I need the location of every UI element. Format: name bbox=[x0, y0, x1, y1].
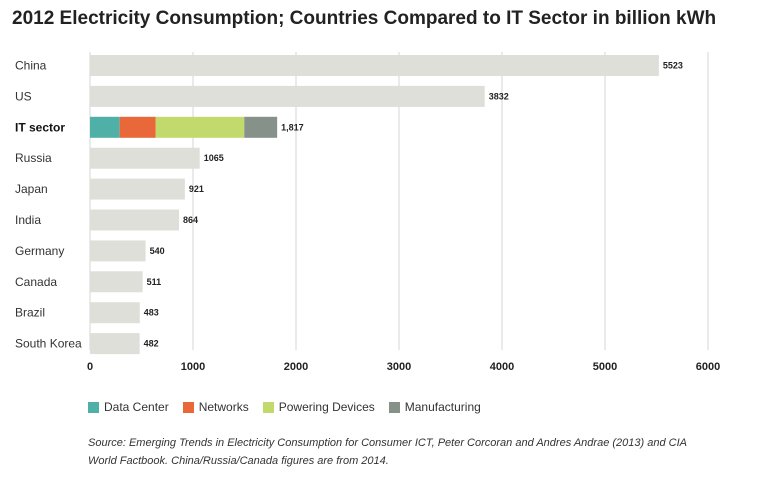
x-tick-label-3000: 3000 bbox=[387, 361, 411, 373]
value-label-south-korea: 482 bbox=[144, 339, 159, 349]
category-label-china: China bbox=[15, 59, 47, 73]
category-label-brazil: Brazil bbox=[15, 306, 45, 320]
bar-russia bbox=[90, 147, 200, 169]
source-note: Source: Emerging Trends in Electricity C… bbox=[88, 437, 687, 467]
x-tick-label-6000: 6000 bbox=[696, 361, 720, 373]
value-label-brazil: 483 bbox=[144, 308, 159, 318]
category-label-russia: Russia bbox=[15, 151, 52, 165]
x-tick-label-5000: 5000 bbox=[593, 361, 617, 373]
legend-label-networks: Networks bbox=[198, 400, 249, 414]
bar-brazil bbox=[90, 302, 140, 324]
value-label-us: 3832 bbox=[489, 91, 509, 101]
legend-swatch-powering-devices bbox=[262, 401, 274, 413]
legend-label-manufacturing: Manufacturing bbox=[404, 400, 481, 414]
bar-segment-manufacturing bbox=[244, 116, 278, 138]
bar-south-korea bbox=[90, 333, 140, 355]
bar-canada bbox=[90, 271, 143, 293]
value-label-canada: 511 bbox=[147, 277, 162, 287]
category-label-canada: Canada bbox=[15, 275, 57, 289]
legend-swatch-networks bbox=[182, 401, 194, 413]
category-label-south-korea: South Korea bbox=[15, 337, 82, 351]
value-label-it-sector: 1,817 bbox=[281, 122, 304, 132]
legend-swatch-data-center bbox=[88, 401, 99, 413]
bar-chart: 0 1000 2000 3000 4000 5000 6000 China 5523 US 3832… bbox=[15, 52, 720, 373]
bar-us bbox=[90, 85, 485, 107]
legend-label-data-center: Data Center bbox=[104, 400, 169, 414]
bar-japan bbox=[90, 178, 185, 200]
value-label-japan: 921 bbox=[189, 184, 204, 194]
category-label-germany: Germany bbox=[15, 244, 64, 258]
value-label-india: 864 bbox=[183, 215, 198, 225]
bar-china bbox=[90, 55, 659, 76]
bar-germany bbox=[90, 240, 146, 262]
chart-title: 2012 Electricity Consumption; Countries … bbox=[12, 8, 717, 29]
x-tick-label-1000: 1000 bbox=[181, 361, 205, 373]
legend-label-powering-devices: Powering Devices bbox=[278, 400, 375, 414]
legend-item-powering-devices: Powering Devices bbox=[262, 400, 375, 414]
bar-segment-networks bbox=[119, 116, 156, 138]
legend: Data Center Networks Powering Devices Manuf… bbox=[88, 400, 481, 414]
legend-swatch-manufacturing bbox=[388, 401, 400, 413]
legend-item-networks: Networks bbox=[182, 400, 249, 414]
category-label-us: US bbox=[15, 89, 32, 103]
legend-item-data-center: Data Center bbox=[88, 400, 169, 414]
category-label-japan: Japan bbox=[15, 182, 48, 196]
category-label-it-sector: IT sector bbox=[15, 120, 65, 134]
value-label-russia: 1065 bbox=[204, 153, 224, 163]
x-tick-label-4000: 4000 bbox=[490, 361, 514, 373]
bar-india bbox=[90, 209, 179, 231]
x-tick-label-0: 0 bbox=[87, 361, 93, 373]
value-label-china: 5523 bbox=[663, 61, 683, 71]
category-label-india: India bbox=[15, 213, 41, 227]
legend-item-manufacturing: Manufacturing bbox=[388, 400, 481, 414]
bar-segment-data-center bbox=[90, 116, 120, 138]
bar-segment-powering-devices bbox=[155, 116, 245, 138]
x-tick-label-2000: 2000 bbox=[284, 361, 308, 373]
value-label-germany: 540 bbox=[150, 246, 165, 256]
